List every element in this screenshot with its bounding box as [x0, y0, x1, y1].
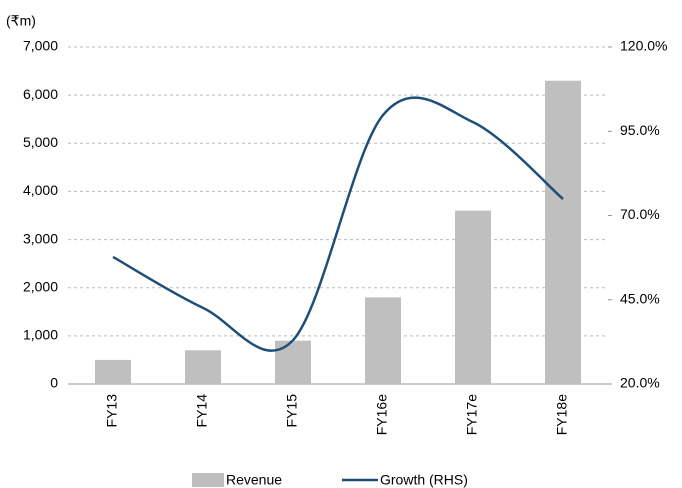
y-tick-label: 4,000 [23, 182, 58, 198]
bar [545, 80, 581, 384]
y-tick-label: 7,000 [23, 38, 58, 54]
x-tick-label: FY14 [194, 394, 210, 428]
y-tick-label: 2,000 [23, 278, 58, 294]
x-tick-label: FY17e [464, 394, 480, 435]
y-tick-label: 5,000 [23, 134, 58, 150]
x-tick-label: FY13 [104, 394, 120, 428]
y-tick-label: 3,000 [23, 230, 58, 246]
y2-tick-label: 70.0% [620, 206, 660, 222]
y2-tick-label: 45.0% [620, 290, 660, 306]
bar [95, 359, 131, 384]
legend-swatch [192, 473, 224, 487]
y2-tick-label: 120.0% [620, 38, 667, 54]
x-tick-label: FY16e [374, 394, 390, 435]
x-tick-label: FY15 [284, 394, 300, 428]
legend-label: Revenue [226, 472, 282, 488]
y-tick-label: 1,000 [23, 327, 58, 343]
y2-tick-label: 95.0% [620, 122, 660, 138]
bar [185, 350, 221, 384]
bar [275, 340, 311, 384]
y-tick-label: 0 [50, 375, 58, 391]
bar [365, 297, 401, 384]
x-tick-label: FY18e [554, 394, 570, 435]
y-tick-label: 6,000 [23, 86, 58, 102]
y2-tick-label: 20.0% [620, 375, 660, 391]
bar [455, 210, 491, 384]
line [112, 96, 564, 352]
y-axis-label: (₹m) [6, 13, 36, 29]
legend-label: Growth (RHS) [380, 472, 468, 488]
